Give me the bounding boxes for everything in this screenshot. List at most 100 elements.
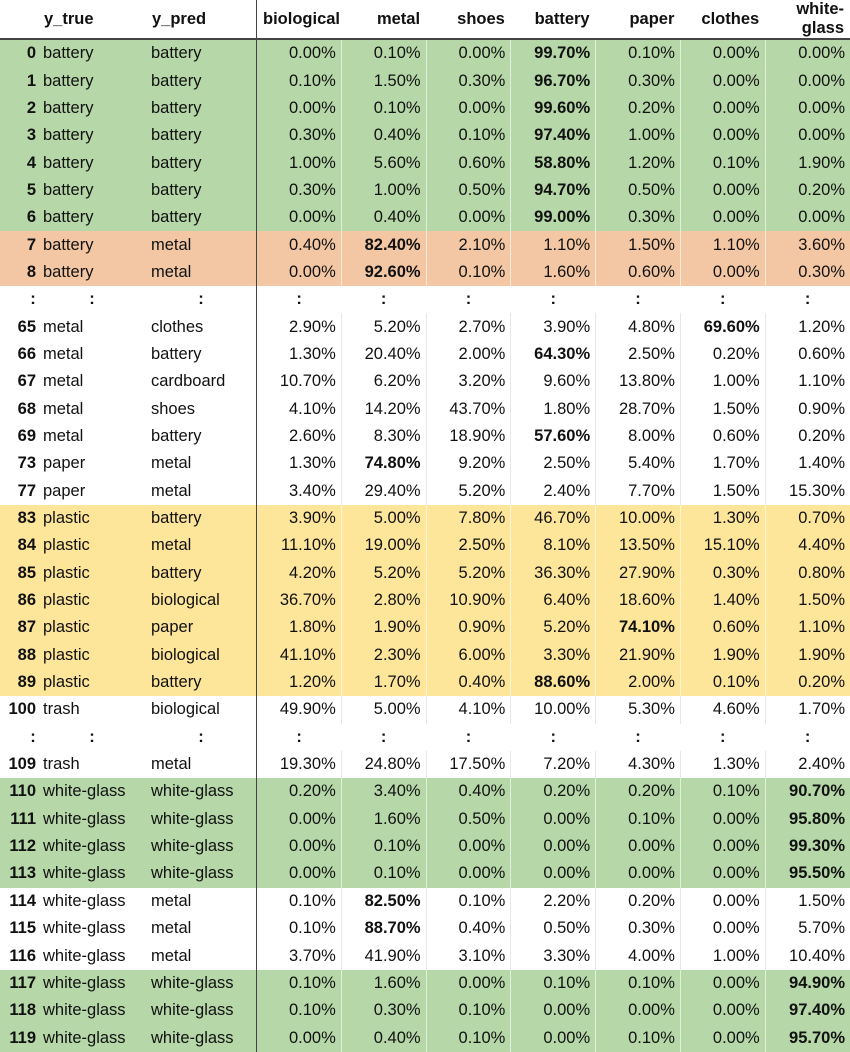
y-true-cell: plastic: [38, 504, 146, 533]
prob-cell-battery: 58.80%: [510, 149, 597, 177]
row-index: 114: [9, 891, 36, 910]
y-pred-cell: battery: [146, 668, 257, 697]
row-index: 0: [0, 39, 38, 68]
row-index: 77: [17, 481, 36, 500]
y-pred-cell: white-glass: [146, 860, 257, 888]
y-true-cell: white-glass: [38, 860, 146, 888]
y-pred-cell: metal: [146, 450, 257, 478]
prob-cell-paper: 0.10%: [595, 969, 681, 998]
prob-cell-battery: 1.60%: [510, 258, 597, 287]
prob-cell-biological: 0.30%: [256, 122, 342, 150]
prob-cell-shoes: 3.20%: [426, 368, 512, 396]
header-class-white-glass: white-glass: [765, 0, 850, 40]
header-class-biological: biological: [256, 0, 342, 40]
prob-cell-battery: 0.00%: [510, 805, 597, 833]
ellipsis-cell: :: [804, 290, 811, 309]
prob-cell-biological: 3.70%: [256, 942, 342, 970]
prob-cell-shoes: 0.00%: [426, 860, 512, 888]
prob-cell-paper: 0.00%: [595, 997, 681, 1025]
ellipsis-cell: :: [296, 727, 302, 746]
prob-cell-white-glass: 95.50%: [765, 860, 850, 888]
row-index: 8: [0, 258, 38, 287]
prob-cell-paper: 2.00%: [595, 668, 681, 697]
y-true-cell: plastic: [38, 586, 146, 615]
header-row: y_true y_pred biological metal shoes batter…: [0, 0, 850, 40]
prob-cell-white-glass: 1.90%: [765, 641, 850, 669]
row-index: 67: [17, 372, 36, 391]
prob-cell-shoes: 0.60%: [426, 149, 512, 177]
y-true-cell: plastic: [38, 614, 146, 642]
prob-cell-metal: 5.20%: [341, 313, 427, 341]
prob-cell-biological: 3.40%: [256, 477, 342, 505]
table-row: 116 white-glass metal 3.70% 41.90% 3.10% 3.30%…: [0, 942, 850, 970]
y-true-cell: metal: [43, 399, 84, 418]
prob-cell-white-glass: 0.60%: [798, 344, 845, 363]
y-true-cell: white-glass: [38, 997, 146, 1025]
prob-cell-clothes: 1.70%: [680, 450, 766, 478]
row-index: 87: [0, 614, 38, 642]
prob-cell-metal: 1.00%: [341, 176, 427, 205]
prob-cell-clothes: 1.30%: [680, 504, 766, 533]
prob-cell-clothes: 0.60%: [680, 422, 766, 451]
table-row: 88 plastic biological 41.10% 2.30% 6.00% 3.30%…: [0, 641, 850, 669]
ellipsis-cell: :: [635, 290, 641, 309]
prob-cell-white-glass: 99.30%: [765, 832, 850, 861]
prob-cell-metal: 5.00%: [341, 696, 427, 724]
prob-cell-battery: 2.50%: [510, 450, 597, 478]
y-pred-cell: battery: [146, 149, 257, 177]
prob-cell-shoes: 43.70%: [426, 395, 512, 423]
prob-cell-biological: 0.10%: [256, 67, 342, 95]
prob-cell-paper: 2.50%: [595, 340, 681, 369]
y-pred-cell: biological: [146, 586, 257, 615]
prob-cell-biological: 0.00%: [256, 204, 342, 232]
table-row: 6 battery battery 0.00% 0.40% 0.00% 99.00% 0.30…: [0, 204, 850, 232]
y-true-cell: trash: [43, 700, 80, 719]
prob-cell-clothes: 0.00%: [680, 997, 766, 1025]
y-pred-cell: biological: [146, 641, 257, 669]
ellipsis-cell: :: [146, 723, 257, 751]
prob-cell-metal: 20.40%: [341, 340, 427, 369]
y-true-cell: battery: [38, 94, 146, 123]
prob-cell-shoes: 0.50%: [426, 176, 512, 205]
table-row: 100 trash biological 49.90% 5.00% 4.10% 10.00%…: [0, 696, 850, 724]
row-index: 113: [0, 860, 38, 888]
row-index: 117: [0, 969, 38, 998]
row-index: 88: [0, 641, 38, 669]
table-row: 117 white-glass white-glass 0.10% 1.60% 0.00%…: [0, 969, 850, 998]
header-class-clothes: clothes: [680, 0, 766, 40]
prob-cell-biological: 0.30%: [256, 176, 342, 205]
prob-cell-paper: 0.30%: [595, 915, 681, 943]
prob-cell-paper: 13.50%: [595, 532, 681, 560]
prob-cell-biological: 41.10%: [256, 641, 342, 669]
prob-cell-paper: 0.50%: [595, 176, 681, 205]
prob-cell-shoes: 18.90%: [426, 422, 512, 451]
prob-cell-clothes: 0.00%: [680, 915, 766, 943]
ellipsis-cell: :: [30, 727, 36, 746]
prob-cell-battery: 0.10%: [510, 969, 597, 998]
prob-cell-paper: 0.20%: [595, 778, 681, 806]
prob-cell-biological: 3.90%: [256, 504, 342, 533]
prob-cell-battery: 99.60%: [510, 94, 597, 123]
y-pred-cell: metal: [146, 915, 257, 943]
prob-cell-biological: 0.00%: [256, 94, 342, 123]
prob-cell-white-glass: 0.00%: [765, 204, 850, 232]
prob-cell-battery: 96.70%: [510, 67, 597, 95]
prob-cell-clothes: 1.10%: [680, 231, 766, 259]
header-index: [0, 0, 38, 40]
header-class-battery: battery: [510, 0, 596, 40]
ellipsis-cell: :: [380, 290, 387, 309]
prob-cell-white-glass: 1.40%: [798, 454, 845, 473]
y-true-cell: white-glass: [43, 919, 126, 938]
prob-cell-battery: 99.70%: [510, 39, 597, 68]
table-row: 2 battery battery 0.00% 0.10% 0.00% 99.60% 0.20…: [0, 94, 850, 123]
prob-cell-metal: 3.40%: [341, 778, 427, 806]
prob-cell-paper: 0.30%: [595, 67, 681, 95]
prob-cell-white-glass: 1.90%: [765, 149, 850, 177]
y-pred-cell: battery: [146, 67, 257, 95]
y-true-cell: battery: [38, 231, 146, 259]
prob-cell-battery: 9.60%: [510, 368, 597, 396]
row-index: 89: [0, 668, 38, 697]
y-pred-cell: clothes: [146, 313, 257, 341]
row-index: 112: [0, 832, 38, 861]
row-index: 5: [0, 176, 38, 205]
